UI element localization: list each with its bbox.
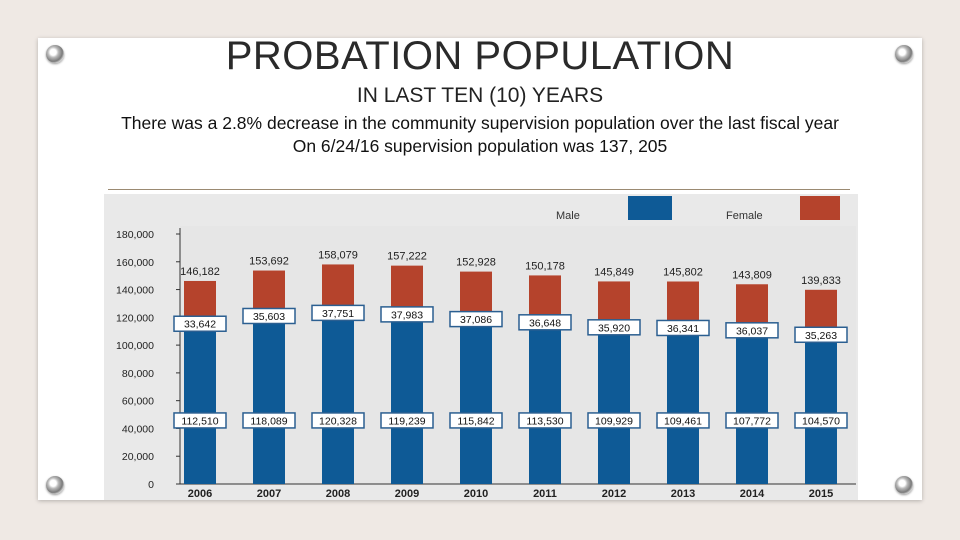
male-label-2010: 115,842 (457, 415, 494, 427)
pin-bottom-left-icon (46, 476, 64, 494)
female-label-2011: 36,648 (529, 317, 561, 329)
bar-male-2010 (460, 323, 492, 484)
male-label-2007: 118,089 (250, 415, 287, 427)
legend-swatch-female (800, 196, 840, 220)
total-label-2010: 152,928 (456, 257, 496, 269)
legend-label-male: Male (556, 210, 580, 222)
y-tick-label: 20,000 (122, 451, 154, 463)
total-label-2014: 143,809 (732, 269, 772, 281)
total-label-2007: 153,692 (249, 256, 289, 268)
total-label-2006: 146,182 (180, 266, 220, 278)
bar-male-2011 (529, 326, 561, 484)
bar-male-2013 (667, 331, 699, 484)
male-label-2006: 112,510 (181, 415, 218, 427)
female-label-2008: 37,751 (322, 308, 354, 320)
pin-top-left-icon (46, 45, 64, 63)
female-label-2011-box (518, 314, 572, 331)
bar-male-2006 (184, 327, 216, 484)
male-label-2013-box (656, 412, 710, 429)
x-tick-label-2014: 2014 (740, 488, 765, 500)
y-tick-label: 40,000 (122, 423, 154, 435)
male-label-2012: 109,929 (595, 415, 633, 427)
divider (108, 189, 850, 190)
chart-area: 180,000 160,000 140,000 120,000 100,000 80,00… (104, 194, 858, 500)
female-label-2015: 35,263 (805, 330, 837, 342)
total-label-2012: 145,849 (594, 266, 634, 278)
male-label-2012-box (587, 412, 641, 429)
bar-chart: 180,000 160,000 140,000 120,000 100,000 80,00… (116, 196, 856, 500)
male-label-2014: 107,772 (733, 415, 771, 427)
female-label-2012-box (587, 319, 641, 336)
legend-label-female: Female (726, 210, 763, 222)
bar-male-2009 (391, 318, 423, 484)
female-label-2009: 37,983 (391, 309, 423, 321)
y-tick-label: 60,000 (122, 396, 154, 408)
total-label-2015: 139,833 (801, 275, 841, 287)
pin-bottom-right-icon (895, 476, 913, 494)
slide-body: There was a 2.8% decrease in the communi… (100, 112, 860, 158)
x-tick-label-2006: 2006 (188, 488, 212, 500)
x-tick-label-2012: 2012 (602, 488, 626, 500)
total-label-2008: 158,079 (318, 249, 358, 261)
y-tick-label: 0 (148, 479, 154, 491)
x-tick-label-2011: 2011 (533, 488, 557, 500)
female-label-2006-box (173, 315, 227, 332)
male-label-2008-box (311, 412, 365, 429)
bar-male-2008 (322, 316, 354, 484)
male-label-2009-box (380, 412, 434, 429)
female-label-2007: 35,603 (253, 311, 285, 323)
male-label-2015: 104,570 (802, 415, 840, 427)
total-label-2013: 145,802 (663, 266, 703, 278)
male-label-2015-box (794, 412, 848, 429)
female-label-2006: 33,642 (184, 319, 216, 331)
bar-male-2007 (253, 319, 285, 484)
y-tick-label: 100,000 (116, 340, 154, 352)
y-tick-label: 120,000 (116, 312, 154, 324)
y-tick-label: 180,000 (116, 229, 154, 241)
slide-subtitle: IN LAST TEN (10) YEARS (356, 84, 604, 107)
male-label-2007-box (242, 412, 296, 429)
female-label-2013: 36,341 (667, 323, 699, 335)
bar-male-2015 (805, 338, 837, 484)
y-tick-label: 80,000 (122, 368, 154, 380)
total-label-2009: 157,222 (387, 251, 427, 263)
total-label-2011: 150,178 (525, 260, 565, 272)
male-label-2009: 119,239 (388, 415, 425, 427)
male-label-2008: 120,328 (319, 415, 357, 427)
female-label-2014: 36,037 (736, 325, 768, 337)
bar-male-2014 (736, 334, 768, 484)
x-tick-label-2009: 2009 (395, 488, 419, 500)
male-label-2010-box (449, 412, 503, 429)
male-label-2014-box (725, 412, 779, 429)
legend-swatch-male (628, 196, 672, 220)
x-tick-label-2015: 2015 (809, 488, 833, 500)
female-label-2012: 35,920 (598, 322, 630, 334)
pin-top-right-icon (895, 45, 913, 63)
male-label-2011: 113,530 (526, 415, 563, 427)
female-label-2015-box (794, 326, 848, 344)
female-label-2014-box (725, 322, 779, 339)
x-tick-label-2010: 2010 (464, 488, 488, 500)
x-tick-label-2013: 2013 (671, 488, 695, 500)
y-tick-label: 140,000 (116, 285, 154, 297)
female-label-2007-box (242, 307, 296, 325)
body-line-2: On 6/24/16 supervision population was 13… (292, 136, 668, 156)
y-tick-label: 160,000 (116, 257, 154, 269)
male-label-2011-box (518, 412, 572, 429)
male-label-2006-box (173, 412, 227, 429)
x-tick-label-2007: 2007 (257, 488, 281, 500)
female-label-2008-box (311, 304, 365, 322)
female-label-2010-box (449, 310, 503, 328)
slide-title: PROBATION POPULATION (225, 34, 735, 78)
x-tick-label-2008: 2008 (326, 488, 350, 500)
bar-male-2012 (598, 331, 630, 484)
female-label-2009-box (380, 306, 434, 323)
female-label-2010: 37,086 (460, 314, 492, 326)
body-line-1: There was a 2.8% decrease in the communi… (121, 113, 839, 133)
male-label-2013: 109,461 (664, 415, 702, 427)
female-label-2013-box (656, 319, 710, 337)
